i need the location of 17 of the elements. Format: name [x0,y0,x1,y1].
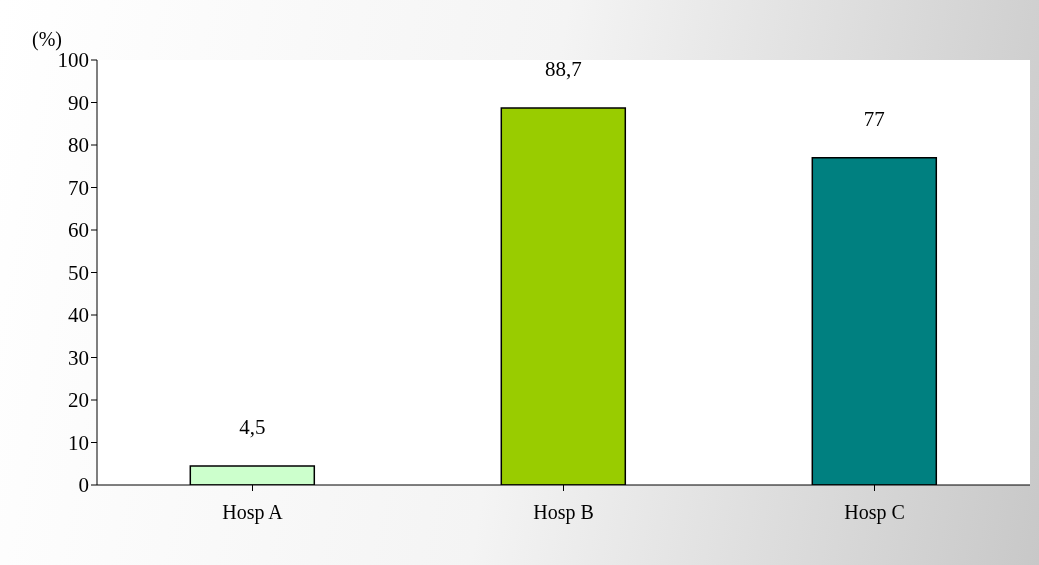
y-axis-title: (%) [32,28,62,52]
y-tick-label: 50 [68,260,89,285]
y-tick-label: 80 [68,133,89,158]
y-tick-label: 60 [68,218,89,243]
x-tick-label: Hosp B [533,501,594,525]
data-label: 88,7 [544,57,582,82]
x-tick-label: Hosp C [844,501,905,525]
y-tick-label: 90 [68,90,89,115]
data-label: 77 [863,106,885,131]
y-tick-label: 30 [68,345,89,370]
y-tick-label: 0 [78,473,89,498]
data-label: 4,5 [239,414,266,439]
y-tick-label: 40 [68,303,89,328]
y-tick-label: 20 [68,388,89,413]
x-tick-label: Hosp A [222,501,284,525]
y-tick-label: 10 [68,430,89,455]
y-tick-label: 70 [68,175,89,200]
